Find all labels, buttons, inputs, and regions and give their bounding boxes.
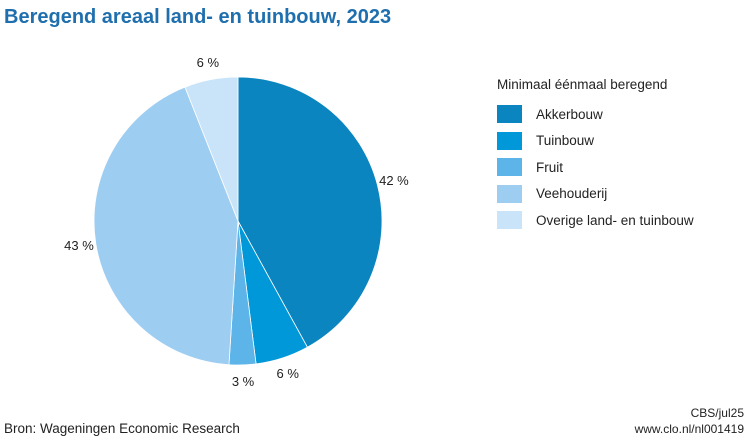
legend-item: Akkerbouw — [497, 101, 694, 128]
legend-item: Overige land- en tuinbouw — [497, 207, 694, 234]
credit-line-1: CBS/jul25 — [690, 406, 744, 420]
legend-swatch — [497, 105, 522, 124]
pie-slice-4 — [184, 76, 239, 222]
legend-item: Fruit — [497, 154, 694, 181]
legend-label: Overige land- en tuinbouw — [536, 212, 694, 228]
source-note: Bron: Wageningen Economic Research — [4, 421, 240, 436]
data-label-0: 42 % — [379, 173, 409, 188]
legend-label: Akkerbouw — [536, 106, 603, 122]
pie-slice-3 — [93, 86, 239, 366]
data-label-2: 3 % — [232, 374, 255, 389]
credit: CBS/jul25 www.clo.nl/nl001419 — [635, 405, 744, 437]
legend-label: Fruit — [536, 159, 563, 175]
data-label-4: 6 % — [197, 55, 220, 70]
legend-swatch — [497, 131, 522, 150]
legend: Minimaal éénmaal beregend Akkerbouw Tuinb… — [497, 77, 694, 234]
legend-swatch — [497, 184, 522, 203]
legend-swatch — [497, 158, 522, 177]
legend-item: Veehouderij — [497, 181, 694, 208]
credit-line-2: www.clo.nl/nl001419 — [634, 422, 744, 436]
pie-slice-0 — [237, 76, 383, 348]
legend-label: Tuinbouw — [536, 133, 595, 149]
legend-label: Veehouderij — [536, 186, 608, 202]
legend-item: Tuinbouw — [497, 128, 694, 155]
data-label-3: 43 % — [64, 238, 94, 253]
chart-title: Beregend areaal land- en tuinbouw, 2023 — [4, 6, 392, 28]
legend-title: Minimaal éénmaal beregend — [497, 77, 668, 92]
legend-swatch — [497, 211, 522, 230]
data-label-1: 6 % — [277, 366, 300, 381]
